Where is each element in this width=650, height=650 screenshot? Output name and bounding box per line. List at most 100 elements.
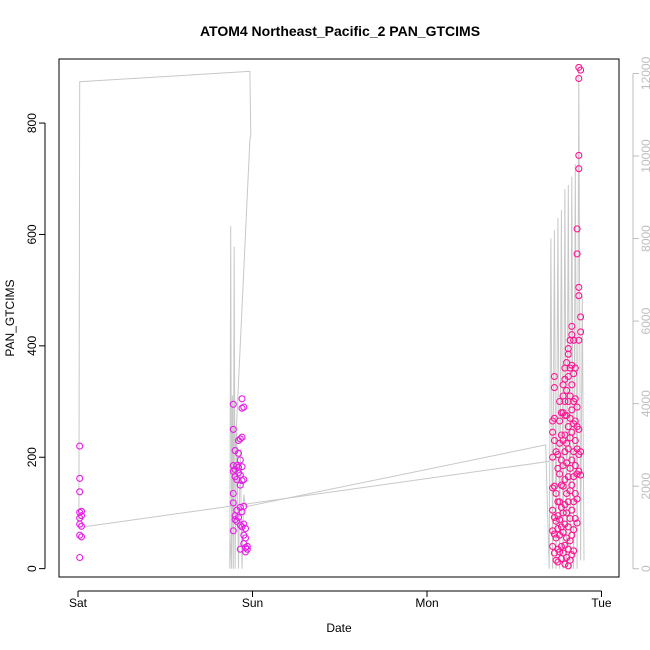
data-point-192: [575, 292, 583, 300]
data-point-53: [241, 524, 250, 533]
data-point-178: [571, 514, 579, 523]
data-point-38: [236, 521, 244, 529]
data-point-75: [552, 489, 560, 498]
data-point-62: [549, 484, 557, 492]
data-point-7: [76, 553, 84, 562]
data-point-149: [566, 514, 574, 523]
data-point-199: [577, 328, 585, 336]
data-point-159: [568, 481, 576, 489]
data-point-58: [243, 545, 251, 553]
data-point-132: [564, 350, 572, 358]
data-point-47: [240, 403, 248, 411]
data-point-29: [234, 449, 243, 457]
data-point-72: [550, 530, 558, 538]
data-point-89: [556, 470, 564, 478]
data-point-108: [559, 509, 567, 517]
data-point-193: [575, 336, 583, 344]
data-point-9: [77, 512, 86, 520]
data-point-97: [557, 481, 565, 489]
data-point-70: [550, 482, 558, 490]
y-tick-label-400: 400: [25, 335, 39, 355]
data-point-1: [76, 474, 84, 482]
y-tick-label-0: 0: [25, 565, 39, 572]
y2-tick-label-8000: 8000: [639, 225, 650, 252]
y-tick-label-600: 600: [25, 224, 39, 244]
data-point-191: [575, 283, 583, 291]
data-point-189: [575, 151, 583, 159]
data-point-186: [573, 519, 581, 527]
line-series: [78, 70, 585, 569]
data-point-163: [570, 336, 578, 344]
x-tick-label-Sat: Sat: [69, 596, 88, 610]
data-point-18: [229, 527, 237, 535]
x-axis-label: Date: [326, 621, 352, 635]
chart-title: ATOM4 Northeast_Pacific_2 PAN_GTCIMS: [200, 23, 480, 39]
data-point-6: [76, 531, 84, 539]
data-point-158: [568, 456, 576, 464]
data-point-201: [577, 471, 585, 479]
data-point-8: [77, 507, 86, 515]
y2-tick-label-6000: 6000: [639, 307, 650, 334]
data-point-42: [238, 433, 246, 441]
data-point-138: [564, 498, 572, 506]
data-point-10: [77, 522, 86, 530]
data-point-24: [233, 462, 241, 470]
y2-tick-label-10000: 10000: [639, 139, 650, 173]
data-point-188: [575, 74, 583, 83]
data-point-91: [556, 516, 564, 524]
data-point-185: [573, 495, 581, 503]
data-point-57: [243, 542, 251, 550]
data-point-173: [571, 395, 579, 403]
data-point-50: [240, 520, 248, 528]
data-point-25: [233, 475, 241, 484]
x-tick-label-Mon: Mon: [415, 596, 438, 610]
data-point-126: [563, 459, 571, 467]
data-point-133: [564, 372, 572, 381]
data-point-135: [564, 423, 572, 431]
data-point-27: [233, 517, 241, 525]
data-point-172: [571, 364, 579, 372]
data-point-36: [236, 481, 244, 489]
data-point-33: [236, 435, 244, 443]
data-point-32: [234, 513, 243, 521]
data-point-115: [561, 431, 569, 439]
data-point-37: [236, 503, 244, 511]
data-point-156: [568, 406, 576, 414]
series-line-0: [78, 70, 585, 569]
data-point-121: [561, 560, 569, 568]
data-point-66: [550, 372, 558, 381]
data-point-109: [559, 528, 567, 536]
data-point-107: [559, 482, 567, 490]
data-point-48: [240, 475, 248, 484]
data-point-171: [570, 547, 578, 555]
y2-tick-label-0: 0: [639, 565, 650, 572]
y-tick-label-200: 200: [25, 447, 39, 467]
data-point-190: [575, 165, 583, 173]
data-point-175: [571, 436, 579, 445]
y2-tick-label-12000: 12000: [639, 56, 650, 90]
point-series: [76, 63, 585, 570]
data-point-147: [566, 464, 574, 472]
data-point-65: [549, 542, 557, 550]
data-point-83: [554, 524, 562, 533]
data-point-137: [564, 473, 572, 481]
data-point-79: [554, 450, 562, 459]
x-tick-label-Sun: Sun: [242, 596, 263, 610]
data-point-12: [229, 400, 237, 408]
data-point-100: [557, 542, 565, 550]
data-point-113: [561, 397, 569, 406]
data-point-176: [571, 462, 579, 470]
data-point-194: [575, 425, 583, 433]
data-point-13: [229, 425, 237, 433]
y-axis-left: 0 200 400 600 800: [25, 113, 46, 572]
data-point-34: [236, 456, 244, 464]
data-point-152: [568, 322, 576, 330]
data-point-86: [556, 397, 564, 406]
data-point-157: [568, 428, 576, 436]
data-point-179: [573, 225, 581, 233]
y2-tick-label-4000: 4000: [639, 390, 650, 417]
data-point-67: [550, 384, 558, 392]
data-point-69: [550, 436, 558, 445]
data-point-123: [563, 386, 571, 394]
data-point-73: [550, 549, 558, 557]
